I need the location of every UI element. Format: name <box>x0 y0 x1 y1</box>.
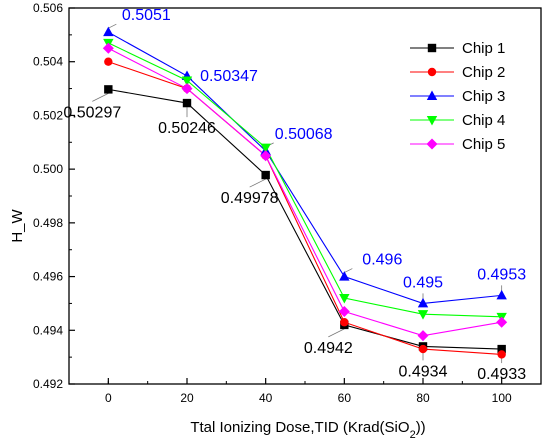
data-point-chip-2 <box>418 344 428 354</box>
annotation-leader <box>92 93 109 102</box>
legend-marker-chip-5 <box>426 138 438 150</box>
series-line-chip-5 <box>108 47 502 337</box>
legend-label-chip-5: Chip 5 <box>462 136 505 153</box>
annotation-leader <box>249 178 266 188</box>
data-point-chip-3 <box>103 26 114 37</box>
legend-marker-chip-4 <box>426 116 438 126</box>
x-axis-title-suffix: )) <box>416 419 426 436</box>
series-line-chip-1 <box>108 88 502 350</box>
x-tick-label: 0 <box>105 391 112 405</box>
annotation-leader <box>328 328 345 338</box>
data-point-chip-5 <box>496 316 508 328</box>
y-tick-label: 0.502 <box>33 108 63 122</box>
annotation-leader <box>344 268 353 273</box>
y-tick-label: 0.506 <box>33 1 63 15</box>
data-label: 0.496 <box>362 252 402 269</box>
data-point-chip-4 <box>181 76 193 87</box>
series-line-chip-4 <box>108 42 502 318</box>
y-axis-title: H_W <box>9 208 26 242</box>
data-label: 0.50068 <box>275 126 333 143</box>
x-axis-title-subscript: 2 <box>410 429 416 441</box>
data-point-chip-4 <box>339 294 350 304</box>
data-point-chip-4 <box>260 143 271 154</box>
data-label: 0.50347 <box>200 68 258 85</box>
x-tick-label: 80 <box>416 391 430 405</box>
data-label: 0.4934 <box>399 363 448 380</box>
x-axis-title: Ttal Ionizing Dose,TID (Krad(SiO2)) <box>190 419 425 441</box>
series-lines <box>108 31 502 356</box>
data-label: 0.4933 <box>477 366 526 383</box>
x-tick-label: 40 <box>259 391 273 405</box>
data-label: 0.4953 <box>477 266 526 283</box>
legend-marker-chip-2 <box>427 67 437 77</box>
data-point-chip-4 <box>417 310 429 320</box>
data-point-chip-5 <box>417 330 429 342</box>
data-point-chip-1 <box>182 98 192 108</box>
data-point-chip-2 <box>497 350 506 359</box>
y-tick-label: 0.492 <box>33 377 63 391</box>
data-point-chip-2 <box>340 318 349 327</box>
y-tick-label: 0.498 <box>33 216 63 230</box>
x-axis-title-main: Ttal Ionizing Dose,TID (Krad(SiO <box>190 419 409 436</box>
legend-label-chip-2: Chip 2 <box>462 64 505 81</box>
data-label: 0.49978 <box>221 190 279 207</box>
x-tick-label: 60 <box>338 391 352 405</box>
data-label: 0.495 <box>403 274 443 291</box>
y-tick-label: 0.496 <box>33 270 63 284</box>
x-tick-label: 100 <box>492 391 512 405</box>
series-line-chip-2 <box>108 61 502 356</box>
y-tick-label: 0.504 <box>33 55 63 69</box>
x-tick-label: 20 <box>180 391 194 405</box>
data-label: 0.50297 <box>63 104 121 121</box>
data-point-chip-5 <box>338 305 350 317</box>
data-point-chip-5 <box>260 150 272 162</box>
y-tick-label: 0.494 <box>33 323 63 337</box>
data-label: 0.5051 <box>122 7 171 24</box>
legend-label-chip-4: Chip 4 <box>462 112 505 129</box>
series-markers <box>102 26 508 359</box>
data-label: 0.50246 <box>158 120 216 137</box>
data-label: 0.4942 <box>304 340 353 357</box>
series-line-chip-3 <box>108 31 502 304</box>
data-point-chip-1 <box>261 170 270 180</box>
legend-marker-chip-1 <box>427 43 437 53</box>
annotation-leader <box>108 23 117 29</box>
legend-marker-chip-3 <box>426 90 438 100</box>
data-point-chip-2 <box>104 57 113 66</box>
data-point-chip-1 <box>104 85 113 94</box>
data-point-chip-5 <box>181 83 193 95</box>
legend-label-chip-1: Chip 1 <box>462 40 505 57</box>
data-point-chip-3 <box>417 297 429 308</box>
annotation-leaders <box>92 23 503 364</box>
x-axis: 0 20 40 60 80 100 <box>105 378 512 405</box>
data-point-chip-3 <box>339 271 350 281</box>
legend: Chip 1 Chip 2 Chip 3 Chip 4 Chip 5 <box>410 40 505 153</box>
data-annotations: 0.50297 0.50246 0.49978 0.4942 0.4934 0.4933 0… <box>63 7 526 383</box>
data-point-chip-5 <box>102 42 114 54</box>
y-tick-label: 0.500 <box>33 162 63 176</box>
legend-label-chip-3: Chip 3 <box>462 88 505 105</box>
data-point-chip-1 <box>497 344 506 354</box>
data-point-chip-3 <box>496 289 507 300</box>
y-axis: 0.492 0.494 0.496 0.498 0.500 0.502 0.504 0.506 <box>33 1 75 391</box>
